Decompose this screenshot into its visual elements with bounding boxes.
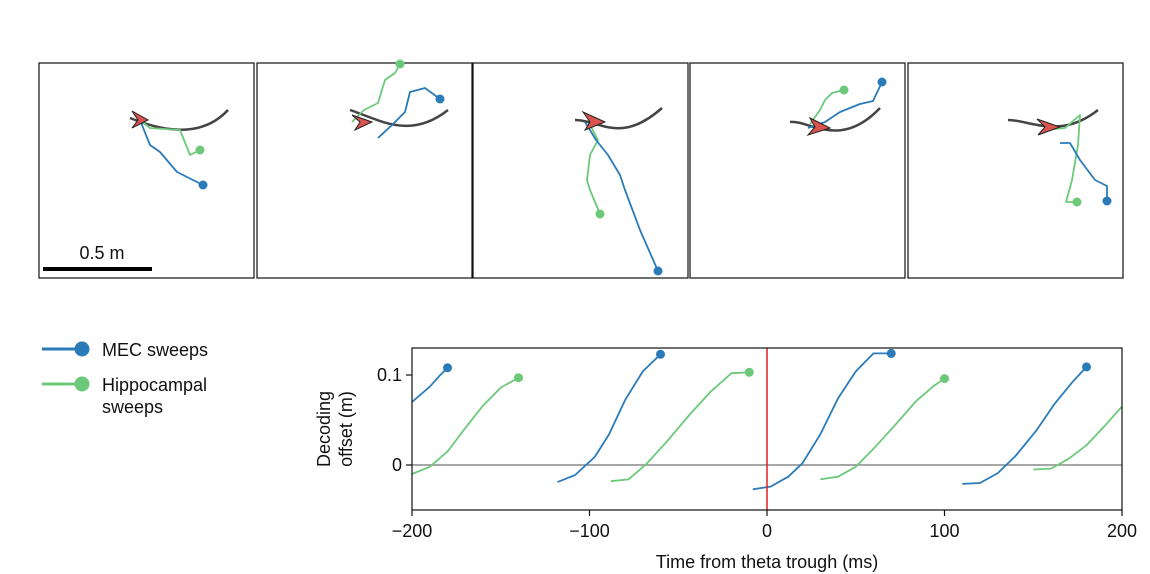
hippocampal-sweep-endpoint [1072, 197, 1082, 207]
series-mec [412, 348, 1091, 491]
sweep-line [412, 376, 519, 475]
x-tick-label: 0 [762, 521, 772, 541]
mec-sweep-path [1060, 142, 1108, 201]
sweep-endpoint-marker [940, 374, 949, 384]
sweep-line [557, 353, 662, 483]
heading-arrow-icon [1036, 118, 1062, 136]
y-axis-label-group: Decoding offset (m) [314, 391, 356, 467]
hippocampal-sweep-path [809, 89, 845, 125]
series-layer [412, 348, 1122, 491]
legend-label: sweeps [102, 397, 163, 417]
sweep-line [1033, 405, 1122, 471]
trajectory-panel [38, 62, 255, 279]
mec-sweep-path [807, 81, 883, 129]
trajectory-panel [689, 62, 906, 279]
trajectory-panels: 0.5 m [38, 59, 1124, 279]
hippocampal-sweep-path [586, 124, 601, 215]
y-tick-label: 0.1 [377, 365, 402, 385]
hippocampal-sweep-endpoint [195, 145, 205, 155]
y-axis-label: offset (m) [336, 391, 356, 467]
track-path [574, 107, 663, 130]
x-axis-label: Time from theta trough (ms) [656, 552, 878, 572]
mec-sweep-endpoint [435, 94, 445, 104]
sweep-line [820, 377, 946, 481]
panel-frame [38, 62, 255, 279]
x-tick-label: −100 [569, 521, 610, 541]
panel-frame [689, 62, 906, 279]
y-tick-label: 0 [392, 455, 402, 475]
panel-frame [472, 62, 689, 279]
sweep-endpoint-marker [886, 348, 896, 358]
sweep-endpoint-marker [514, 373, 523, 383]
heading-arrow-icon [351, 114, 374, 132]
legend-swatch-marker [74, 341, 90, 357]
mec-sweep-path [584, 121, 659, 272]
hippocampal-sweep-path [1044, 114, 1081, 203]
legend-swatch-marker [74, 376, 90, 392]
heading-arrow-icon [581, 110, 607, 132]
mec-sweep-endpoint [877, 77, 887, 87]
trajectory-panel [907, 62, 1124, 279]
legend-label: MEC sweeps [102, 340, 208, 360]
heading-arrow-icon [131, 110, 150, 129]
mec-sweep-endpoint [198, 180, 208, 190]
decoding-offset-plot: −200 −100 0 100 200 0 0.1 Time from theta troug… [314, 347, 1137, 572]
sweep-endpoint-marker [656, 349, 665, 359]
hippocampal-sweep-endpoint [839, 85, 849, 95]
series-hippocampal [412, 367, 1122, 483]
legend-item: MEC sweeps [42, 340, 208, 360]
sweep-endpoint-marker [443, 363, 452, 373]
track-path [789, 107, 881, 132]
scale-bar-label: 0.5 m [79, 243, 124, 263]
hippocampal-sweep-path [139, 119, 201, 156]
sweep-line [610, 371, 750, 483]
trajectory-panel [256, 59, 473, 279]
hippocampal-sweep-endpoint [395, 59, 405, 69]
mec-sweep-path [139, 119, 204, 186]
sweep-endpoint-marker [1082, 362, 1091, 372]
sweep-endpoint-marker [744, 367, 754, 377]
heading-arrow-icon [806, 116, 832, 137]
mec-sweep-path [377, 87, 441, 139]
hippocampal-sweep-endpoint [595, 209, 605, 219]
sweep-line [752, 352, 892, 491]
x-tick-label: 100 [929, 521, 959, 541]
y-axis-label: Decoding [314, 391, 334, 467]
x-tick-label: 200 [1107, 521, 1137, 541]
sweep-line [962, 366, 1088, 485]
sweep-line [412, 367, 449, 403]
mec-sweep-endpoint [1102, 196, 1112, 206]
x-tick-label: −200 [392, 521, 433, 541]
trajectory-panel [472, 62, 689, 279]
legend-label: Hippocampal [102, 375, 207, 395]
panel-frame [907, 62, 1124, 279]
hippocampal-sweep-path [351, 63, 401, 123]
mec-sweep-endpoint [653, 266, 663, 276]
